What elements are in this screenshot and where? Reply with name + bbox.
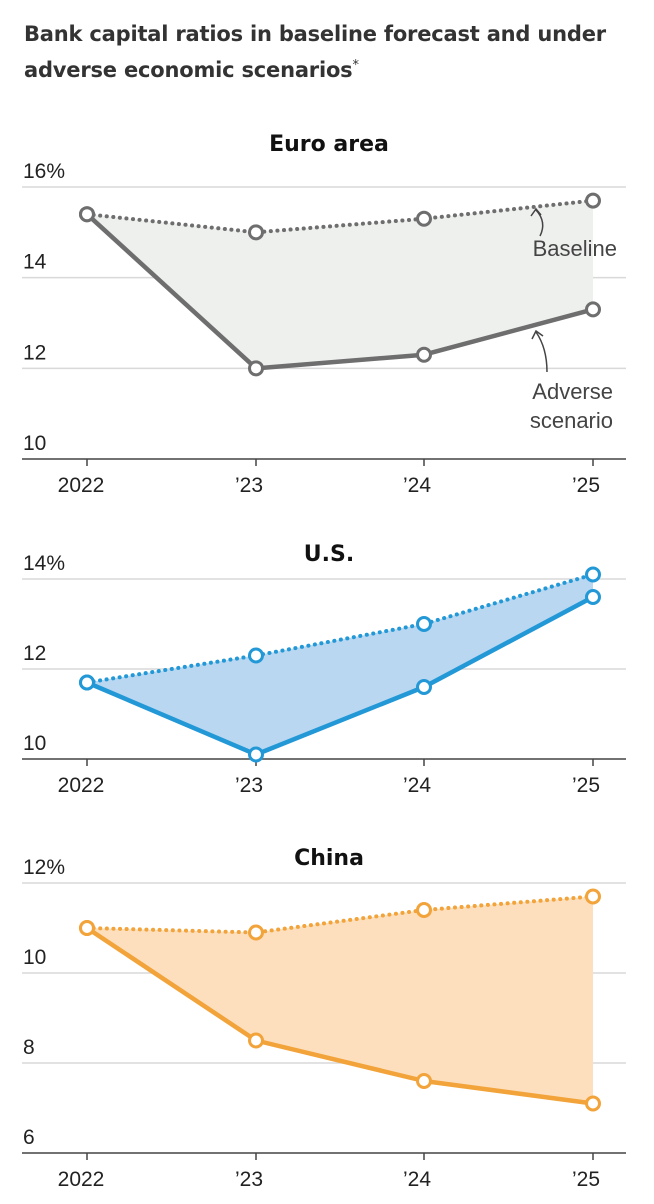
adverse-arrow [535,331,548,373]
baseline-point [248,224,264,241]
baseline-point [585,888,601,905]
y-tick-label: 6 [23,1126,35,1149]
x-tick-label: ’25 [572,774,600,797]
baseline-series-line [85,894,595,935]
adverse-point [79,920,95,936]
y-tick-label: 8 [23,1036,35,1059]
adverse-annotation-line: scenario [530,408,613,433]
x-tick-label: ’25 [572,1168,600,1191]
x-tick-label: ’25 [572,474,600,497]
panel-title: China [294,846,364,871]
x-tick-label: ’23 [235,1168,263,1191]
x-tick-label: 2022 [58,774,105,797]
adverse-arrowhead [531,329,544,340]
title-footnote-mark: * [352,58,359,73]
adverse-series-line [85,926,594,1106]
x-tick-label: ’23 [235,474,263,497]
adverse-series-line [85,212,594,371]
chart-panel-2: China 6 8 10 12% 2022 ’23 ’24 ’25 [22,846,626,1191]
adverse-point [79,674,95,691]
baseline-point [585,192,601,209]
adverse-point [416,679,432,695]
y-tick-label: 12 [23,642,46,665]
adverse-point [585,301,601,318]
adverse-point [416,1073,432,1089]
baseline-point [248,647,264,664]
adverse-point [248,360,264,377]
baseline-point [585,566,601,583]
y-tick-label: 14% [23,552,65,575]
panel-title: U.S. [304,542,354,567]
x-tick-label: ’23 [235,774,263,797]
baseline-series-line [85,572,595,685]
baseline-point [416,902,432,918]
panel-title: Euro area [269,132,389,157]
baseline-series-line [85,198,595,235]
chart-title-text: Bank capital ratios in baseline forecast… [24,22,606,82]
baseline-point [416,210,432,227]
adverse-point [585,589,601,605]
range-fill [87,896,593,1104]
x-tick-label: ’24 [403,774,431,797]
x-tick-label: ’24 [403,474,431,497]
adverse-annotation-line: Adverse [532,379,613,404]
adverse-point [248,1032,264,1049]
chart-panel-1: U.S. 10 12 14% 2022 ’23 ’24 ’25 [22,542,626,797]
range-fill [87,200,593,369]
y-tick-label: 12% [23,856,65,879]
adverse-point [248,746,264,763]
baseline-point [416,616,432,632]
y-tick-label: 10 [23,432,46,455]
x-tick-label: ’24 [403,1168,431,1191]
x-tick-label: 2022 [58,474,105,497]
y-tick-label: 10 [23,732,46,755]
chart-panel-0: Euro area 10 12 14 16% 2022 ’23 ’24 ’25 Baseline A… [22,132,626,497]
x-tick-label: 2022 [58,1168,105,1191]
adverse-point [416,346,432,363]
chart-title: Bank capital ratios in baseline forecast… [24,18,634,86]
range-fill [87,574,593,755]
adverse-point [585,1095,601,1112]
y-tick-label: 10 [23,946,46,969]
baseline-arrowhead [530,207,542,217]
baseline-annotation: Baseline [533,236,617,261]
adverse-point [79,206,95,223]
baseline-point [248,924,264,941]
y-tick-label: 14 [23,251,47,274]
adverse-series-line [86,595,595,757]
y-tick-label: 16% [23,160,65,183]
y-tick-label: 12 [23,341,46,364]
